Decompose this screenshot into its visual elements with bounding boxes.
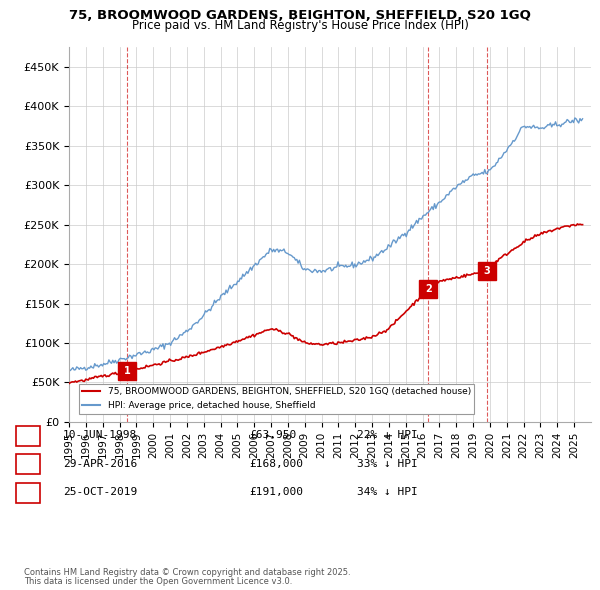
Text: 33% ↓ HPI: 33% ↓ HPI [357,459,418,468]
Text: 1: 1 [25,431,32,441]
Text: Contains HM Land Registry data © Crown copyright and database right 2025.: Contains HM Land Registry data © Crown c… [24,568,350,577]
Text: This data is licensed under the Open Government Licence v3.0.: This data is licensed under the Open Gov… [24,578,292,586]
Text: Price paid vs. HM Land Registry's House Price Index (HPI): Price paid vs. HM Land Registry's House … [131,19,469,32]
Text: £63,950: £63,950 [249,431,296,440]
Text: 29-APR-2016: 29-APR-2016 [63,459,137,468]
Text: 3: 3 [25,488,32,497]
Text: 2: 2 [25,460,32,469]
Text: 2: 2 [425,284,431,294]
Text: 34% ↓ HPI: 34% ↓ HPI [357,487,418,497]
Text: £168,000: £168,000 [249,459,303,468]
Text: 25-OCT-2019: 25-OCT-2019 [63,487,137,497]
Text: 3: 3 [484,266,490,276]
Legend: 75, BROOMWOOD GARDENS, BEIGHTON, SHEFFIELD, S20 1GQ (detached house), HPI: Avera: 75, BROOMWOOD GARDENS, BEIGHTON, SHEFFIE… [79,384,475,414]
Text: 10-JUN-1998: 10-JUN-1998 [63,431,137,440]
Text: 75, BROOMWOOD GARDENS, BEIGHTON, SHEFFIELD, S20 1GQ: 75, BROOMWOOD GARDENS, BEIGHTON, SHEFFIE… [69,9,531,22]
Text: £191,000: £191,000 [249,487,303,497]
Text: 1: 1 [124,366,130,376]
Text: 22% ↓ HPI: 22% ↓ HPI [357,431,418,440]
